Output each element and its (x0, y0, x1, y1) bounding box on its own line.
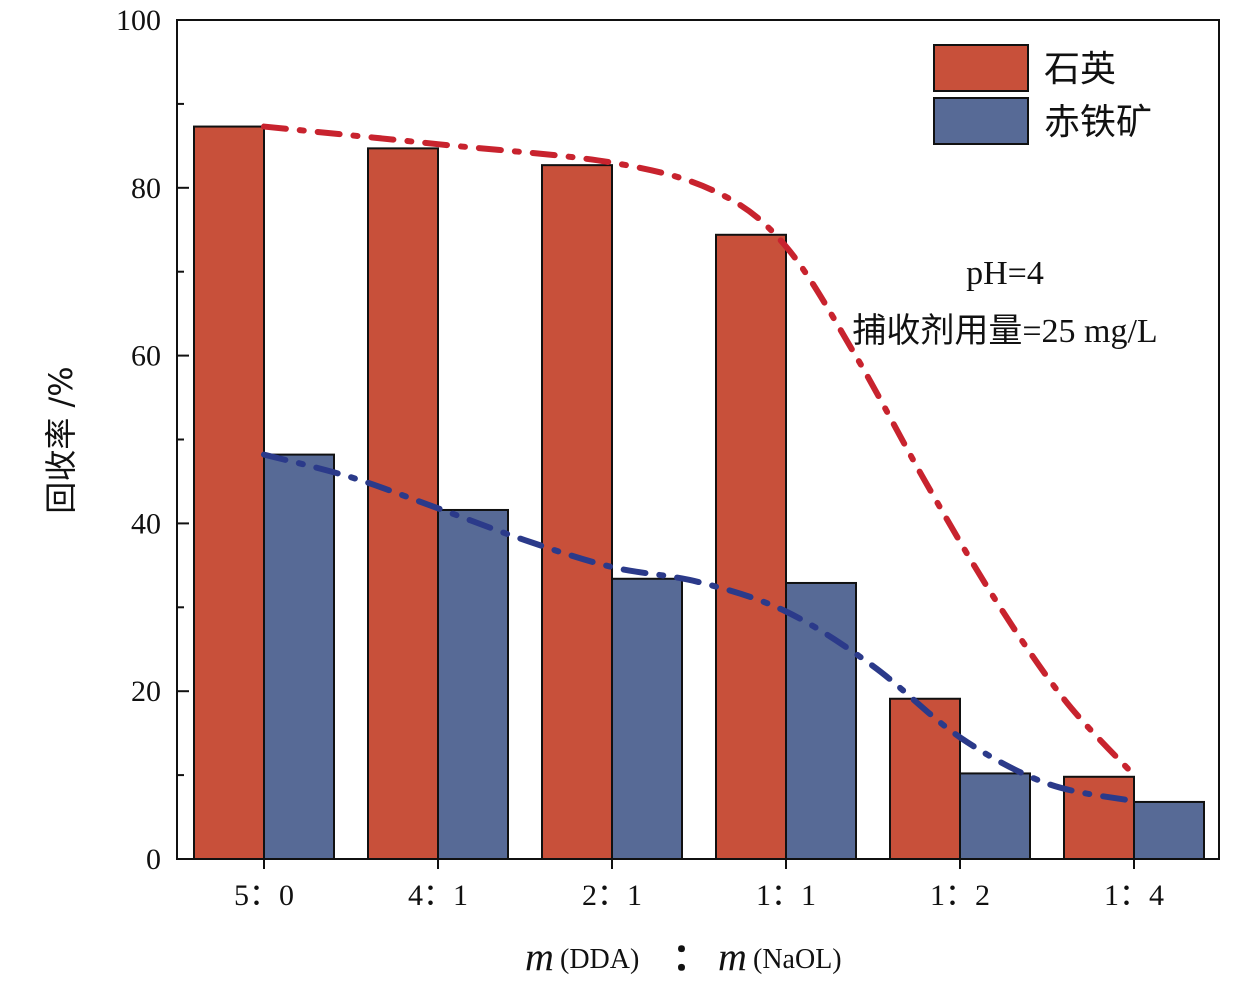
bar-quartz-4 (889, 697, 961, 860)
bar-hematite-3 (785, 581, 857, 860)
bar-quartz-2 (541, 164, 613, 861)
y-tick-label-60: 60 (131, 340, 161, 373)
y-tick-label-100: 100 (116, 4, 161, 37)
legend-swatch-quartz (933, 44, 1029, 92)
x-axis-title-m2: m (718, 934, 747, 979)
bars-layer (193, 125, 1205, 861)
x-tick-label-4: 1：2 (930, 879, 990, 912)
x-axis-title-sub1: (DDA) (560, 944, 639, 975)
trend-line-hematite (261, 451, 1137, 805)
bar-quartz-5 (1063, 775, 1135, 861)
bar-hematite-5 (1133, 800, 1205, 860)
bar-hematite-2 (611, 577, 683, 860)
y-tick-label-0: 0 (146, 843, 161, 876)
x-axis: 5：0 4：1 2：1 1：1 1：2 1：4 (234, 859, 1164, 912)
trend-lines-layer (261, 123, 1137, 805)
bar-hematite-0 (263, 453, 335, 860)
annotation-collector-dosage: 捕收剂用量=25 mg/L (852, 312, 1157, 350)
x-axis-title-sub2: (NaOL) (753, 944, 842, 975)
y-axis-title: 回收率 /% (42, 366, 80, 513)
x-tick-label-0: 5：0 (234, 879, 294, 912)
x-tick-label-2: 2：1 (582, 879, 642, 912)
bar-quartz-0 (193, 125, 265, 861)
legend: 石英 赤铁矿 (933, 44, 1152, 145)
x-axis-title-m1: m (525, 934, 554, 979)
y-tick-label-80: 80 (131, 172, 161, 205)
y-tick-label-40: 40 (131, 507, 161, 540)
x-tick-label-3: 1：1 (756, 879, 816, 912)
legend-label-hematite: 赤铁矿 (1044, 102, 1152, 143)
x-axis-title-colon: ： (672, 935, 710, 979)
trend-line-quartz (261, 123, 1137, 779)
x-axis-title: m (DDA) ： m (NaOL) (525, 934, 842, 979)
legend-swatch-hematite (933, 97, 1029, 145)
bar-hematite-4 (959, 772, 1031, 860)
y-axis: 0 20 40 60 80 100 (116, 4, 189, 876)
annotation-ph: pH=4 (966, 255, 1044, 292)
legend-label-quartz: 石英 (1044, 49, 1116, 90)
x-tick-label-1: 4：1 (408, 879, 468, 912)
y-tick-label-20: 20 (131, 675, 161, 708)
bar-quartz-3 (715, 233, 787, 860)
bar-hematite-1 (437, 508, 509, 860)
x-tick-label-5: 1：4 (1104, 879, 1164, 912)
